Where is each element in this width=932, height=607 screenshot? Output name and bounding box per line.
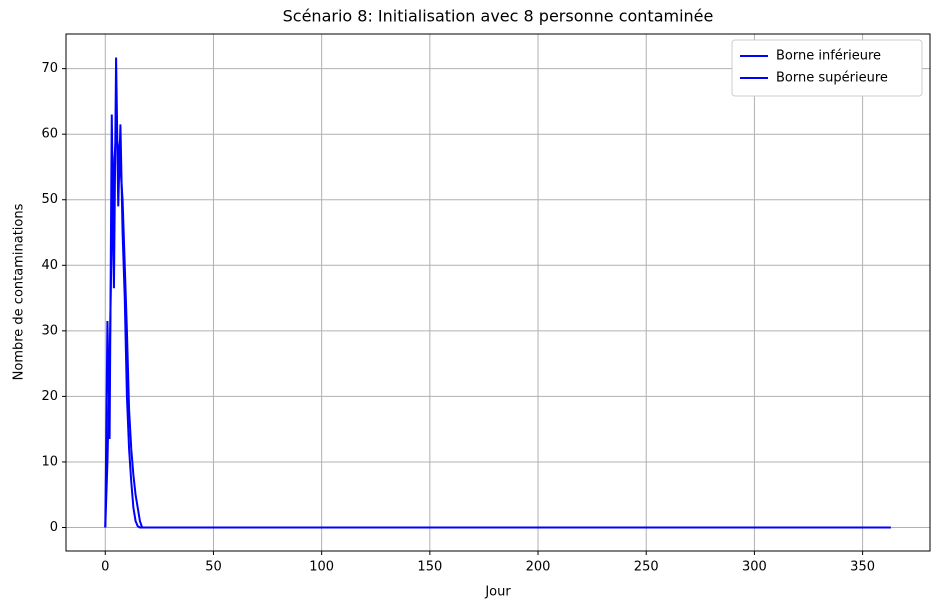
x-tick-label: 350	[850, 560, 875, 575]
y-tick-label: 50	[41, 192, 58, 207]
x-tick-label: 150	[417, 560, 442, 575]
legend-box	[731, 39, 923, 97]
y-tick-label: 70	[41, 61, 58, 76]
y-tick-label: 0	[50, 520, 58, 535]
x-tick-label: 300	[742, 560, 767, 575]
y-tick-label: 10	[41, 454, 58, 469]
y-tick-label: 60	[41, 127, 58, 142]
legend-label: Borne inférieure	[776, 49, 881, 64]
plot-frame	[65, 33, 931, 552]
y-tick-label: 20	[41, 389, 58, 404]
x-tick-label: 0	[101, 560, 109, 575]
line	[104, 134, 891, 529]
x-tick-label: 200	[526, 560, 551, 575]
x-tick-label: 250	[634, 560, 659, 575]
x-tick-label: 50	[205, 560, 222, 575]
line	[104, 57, 891, 529]
legend-label: Borne supérieure	[776, 71, 888, 86]
x-tick-label: 100	[309, 560, 334, 575]
y-axis-label: Nombre de contaminations	[12, 203, 27, 380]
x-axis-label: Jour	[484, 585, 511, 600]
y-tick-label: 40	[41, 258, 58, 273]
chart-title: Scénario 8: Initialisation avec 8 person…	[283, 7, 714, 26]
y-tick-label: 30	[41, 323, 58, 338]
